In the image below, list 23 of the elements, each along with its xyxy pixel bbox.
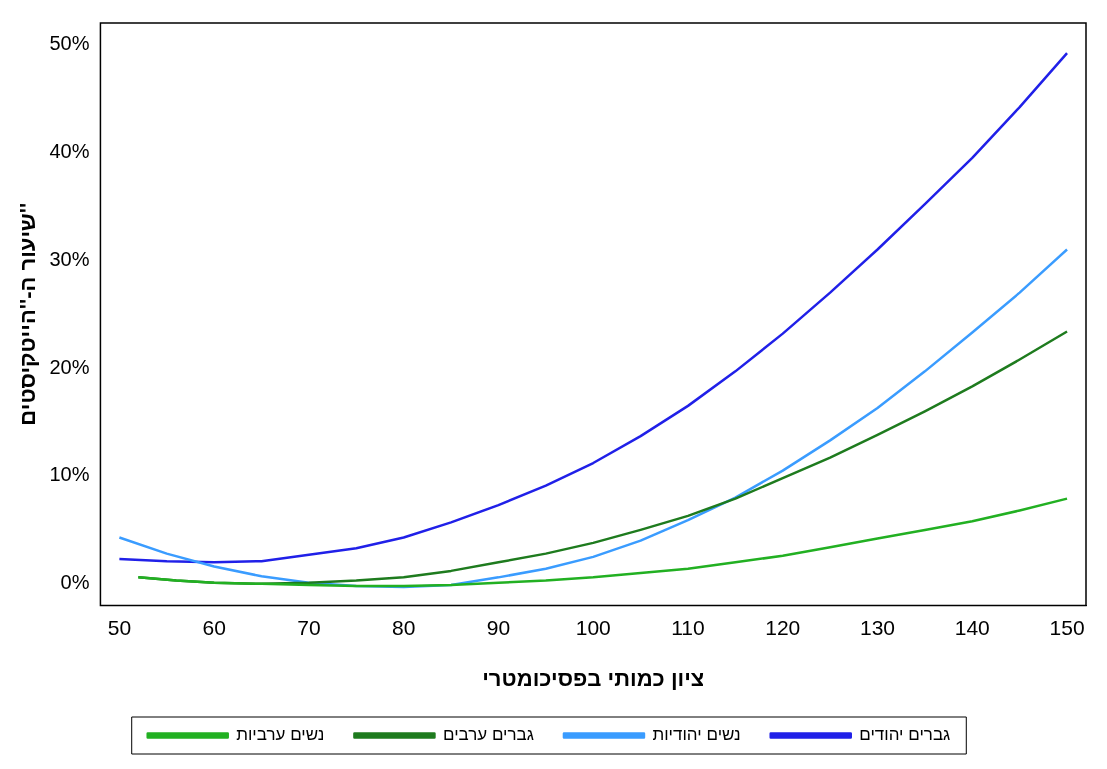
x-tick-label: 140 — [954, 615, 990, 639]
y-tick-label: 20% — [49, 355, 90, 378]
y-tick-label: 0% — [60, 571, 90, 594]
legend-label: גברים ערבים — [442, 725, 534, 745]
x-tick-label: 80 — [392, 615, 416, 639]
legend-label: גברים יהודים — [859, 725, 951, 745]
x-tick-label: 120 — [765, 615, 801, 639]
x-axis-title: ציון כמותי בפסיכומטרי — [482, 665, 705, 691]
y-tick-label: 50% — [49, 32, 90, 55]
x-tick-label: 100 — [575, 615, 611, 639]
y-tick-label: 30% — [49, 247, 90, 270]
x-tick-label: 90 — [486, 615, 511, 639]
y-axis-title: שיעור ה-''הייטקיסטים'' — [15, 202, 41, 426]
x-tick-label: 70 — [297, 615, 321, 639]
y-tick-label: 40% — [49, 139, 90, 162]
x-tick-label: 60 — [202, 615, 226, 639]
x-tick-label: 50 — [107, 615, 132, 639]
y-tick-label: 10% — [49, 463, 90, 486]
legend-label: נשים ערביות — [236, 725, 325, 745]
legend-label: נשים יהודיות — [652, 725, 741, 745]
x-tick-label: 130 — [859, 615, 896, 639]
x-tick-label: 150 — [1049, 615, 1085, 639]
x-tick-label: 110 — [671, 615, 705, 639]
